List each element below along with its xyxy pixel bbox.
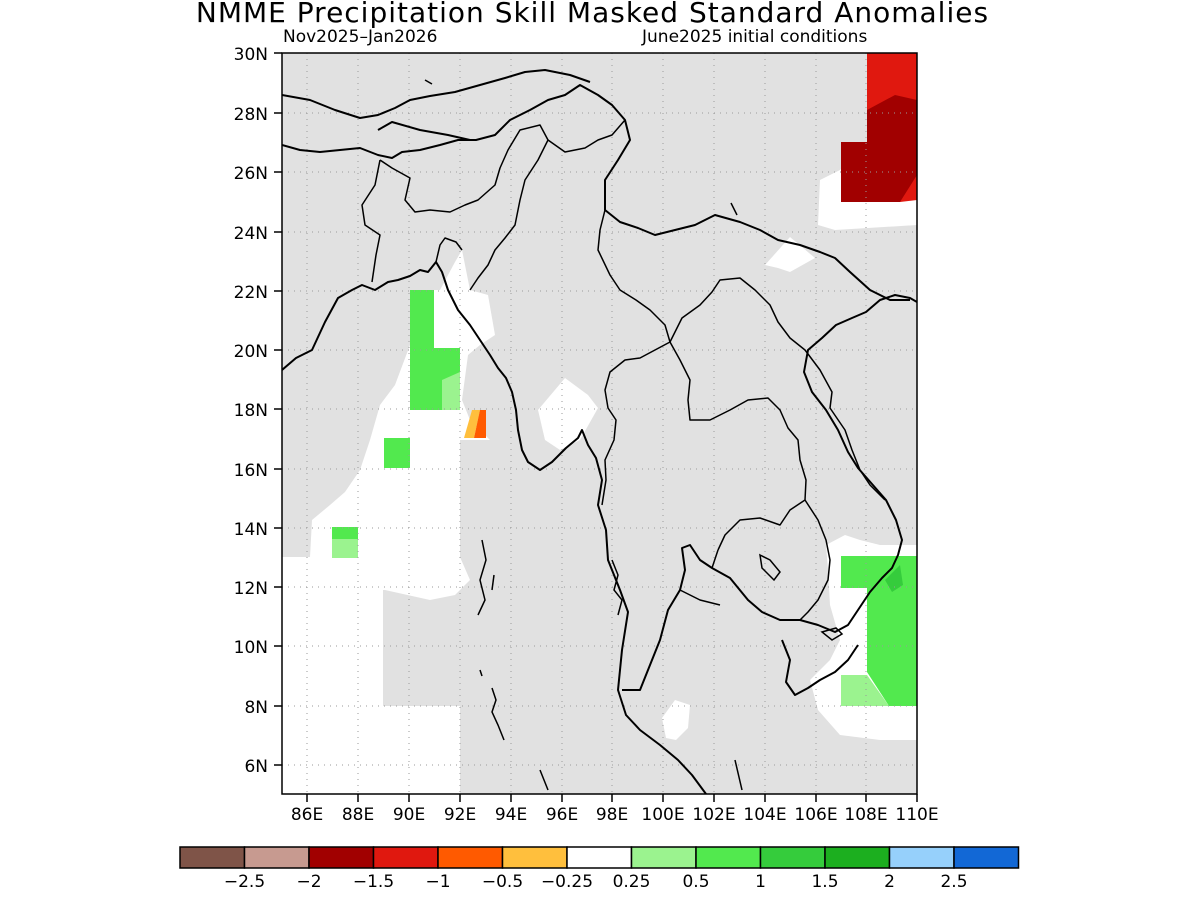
colorbar-swatch — [437, 846, 504, 869]
colorbar-swatch — [630, 846, 697, 869]
lat-tick-label: 12N — [234, 579, 268, 599]
positive-anomalies — [332, 290, 917, 706]
lon-tick-label: 96E — [546, 805, 578, 825]
lat-tick-label: 16N — [234, 461, 268, 481]
colorbar-swatch — [501, 846, 568, 869]
lat-tick-label: 20N — [234, 342, 268, 362]
lon-tick-label: 86E — [291, 805, 323, 825]
colorbar-label: −1.5 — [353, 872, 394, 892]
country-borders — [361, 119, 886, 621]
lon-tick-label: 110E — [895, 805, 938, 825]
islands — [424, 79, 844, 791]
lon-tick-label: 104E — [743, 805, 786, 825]
colorbar-swatch — [179, 846, 246, 869]
lat-tick-label: 30N — [234, 45, 268, 65]
colorbar-label: −0.5 — [482, 872, 523, 892]
longitude-axis: 86E 88E 90E 92E 94E 96E 98E 100E 102E 10… — [291, 794, 939, 825]
colorbar-label: −2 — [296, 872, 321, 892]
colorbar-label: 0.25 — [613, 872, 651, 892]
colorbar-swatch — [824, 846, 891, 869]
negative-anomalies — [464, 53, 917, 438]
lon-tick-label: 90E — [393, 805, 425, 825]
lat-tick-label: 8N — [244, 698, 268, 718]
lon-tick-label: 98E — [596, 805, 628, 825]
colorbar-label: −0.25 — [541, 872, 593, 892]
colorbar: −2.5 −2 −1.5 −1 −0.5 −0.25 0.25 0.5 1 1.5 2 2.5 — [179, 846, 1020, 892]
colorbar-label: 2.5 — [940, 872, 967, 892]
lat-tick-label: 24N — [234, 224, 268, 244]
lon-tick-label: 102E — [692, 805, 735, 825]
colorbar-swatch — [695, 846, 762, 869]
lat-tick-label: 28N — [234, 105, 268, 125]
lat-tick-label: 22N — [234, 283, 268, 303]
lat-tick-label: 10N — [234, 638, 268, 658]
colorbar-label: 2 — [884, 872, 895, 892]
colorbar-swatch — [888, 846, 955, 869]
map-area — [282, 53, 917, 794]
latitude-axis: 30N 28N 26N 24N 22N 20N 18N 16N 14N 12N … — [234, 45, 282, 777]
lat-tick-label: 18N — [234, 401, 268, 421]
colorbar-swatch — [759, 846, 826, 869]
lat-tick-label: 6N — [244, 757, 268, 777]
lon-tick-label: 94E — [495, 805, 527, 825]
colorbar-swatch — [953, 846, 1020, 869]
colorbar-swatch — [372, 846, 439, 869]
colorbar-label: 1.5 — [811, 872, 838, 892]
colorbar-label: 0.5 — [682, 872, 709, 892]
initial-conditions-label: June2025 initial conditions — [642, 27, 868, 47]
lon-tick-label: 92E — [444, 805, 476, 825]
lon-tick-label: 108E — [844, 805, 887, 825]
lon-tick-label: 106E — [794, 805, 837, 825]
colorbar-label: 1 — [755, 872, 766, 892]
colorbar-swatch — [566, 846, 633, 869]
season-label: Nov2025–Jan2026 — [283, 27, 438, 47]
map-frame — [281, 52, 918, 795]
colorbar-swatch — [243, 846, 310, 869]
map-title: NMME Precipitation Skill Masked Standard… — [195, 0, 990, 29]
colorbar-label: −1 — [425, 872, 450, 892]
colorbar-swatch — [308, 846, 375, 869]
lat-tick-label: 14N — [234, 520, 268, 540]
lat-tick-label: 26N — [234, 164, 268, 184]
lon-tick-label: 88E — [342, 805, 374, 825]
colorbar-label: −2.5 — [224, 872, 265, 892]
lon-tick-label: 100E — [641, 805, 684, 825]
